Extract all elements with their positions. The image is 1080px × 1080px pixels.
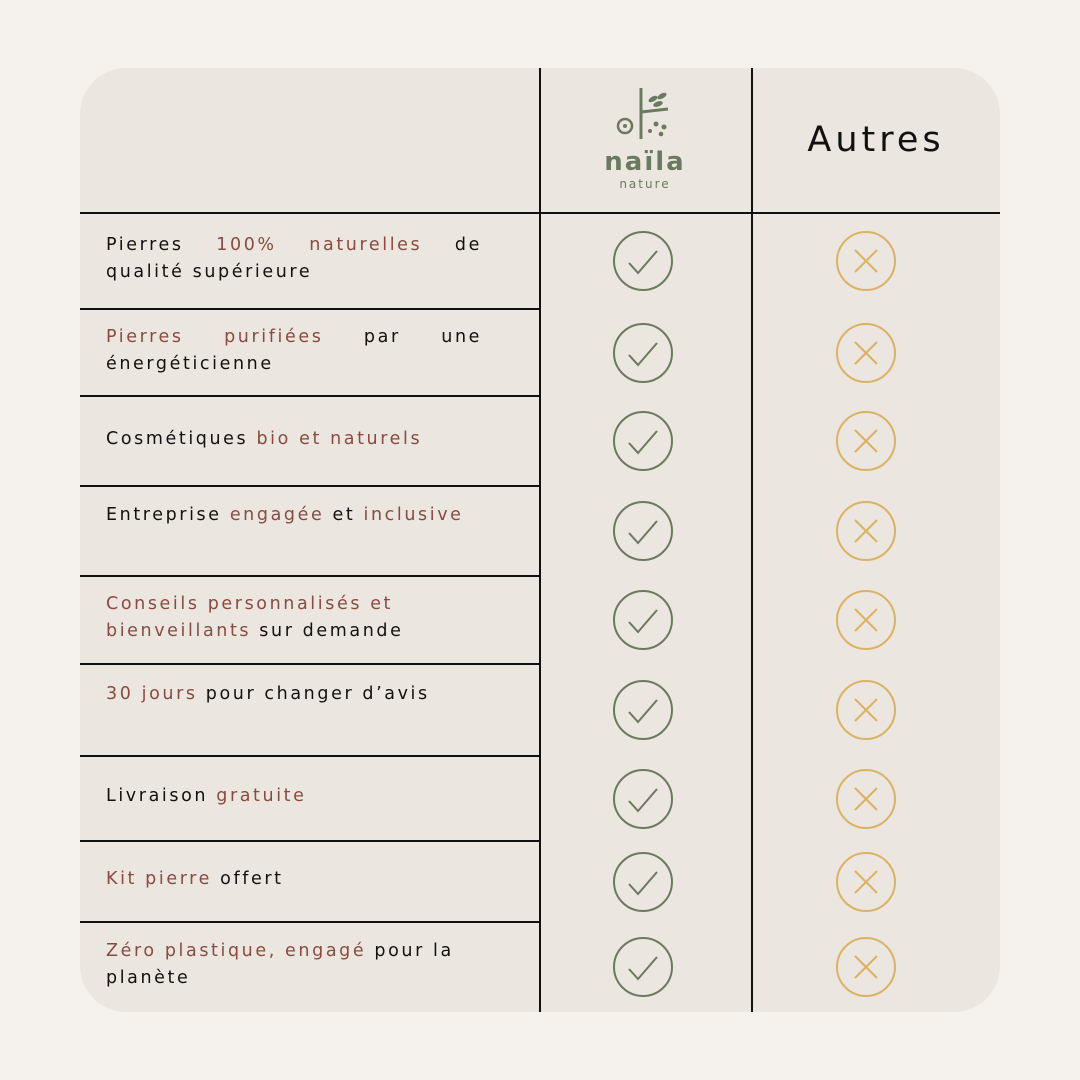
row-divider (80, 575, 540, 577)
check-icon (613, 937, 673, 997)
feature-text: pour changer d’avis (197, 684, 430, 704)
highlighted-text: Zéro plastique, engagé (106, 941, 367, 961)
row-divider (80, 840, 540, 842)
feature-label: Zéro plastique, engagé pour la planète (106, 938, 526, 992)
feature-text: Livraison (106, 786, 217, 806)
cross-icon (836, 590, 896, 650)
others-column-header: Autres (807, 120, 945, 160)
check-icon (613, 768, 673, 829)
highlighted-text: bio et naturels (256, 428, 423, 449)
cross-icon (836, 322, 896, 383)
logo-wordmark: naïla (604, 147, 685, 177)
row-divider (80, 308, 540, 310)
cross-icon (836, 231, 896, 291)
feature-label: Entreprise engagée et inclusive (106, 502, 482, 529)
naila-nature-logo: naïla nature (604, 88, 685, 191)
row-divider (80, 921, 540, 923)
cross-icon (836, 851, 896, 912)
feature-text: Cosmétiques (106, 428, 257, 449)
row-divider (80, 485, 540, 487)
cross-icon (836, 411, 896, 471)
feature-text: pour la planète (106, 941, 454, 988)
feature-text: offert (211, 869, 284, 889)
logo-subtitle: nature (619, 177, 670, 191)
highlighted-text: gratuite (216, 786, 307, 806)
feature-text: Entreprise (106, 505, 230, 525)
row-divider (80, 755, 540, 757)
cross-icon (836, 501, 896, 561)
highlighted-text: Pierres purifiées (106, 326, 324, 347)
feature-label: Kit pierre offert (106, 866, 526, 893)
highlighted-text: Kit pierre (106, 869, 212, 889)
feature-label: Conseils personnalisés et bienveillants … (106, 591, 526, 645)
feature-label: 30 jours pour changer d’avis (106, 681, 482, 708)
feature-text: et (324, 505, 364, 525)
row-divider (80, 395, 540, 397)
feature-text: de qualité supérieure (106, 235, 482, 282)
feature-text: par une énergéticienne (106, 326, 483, 374)
highlighted-text: Conseils personnalisés et bienveillants (106, 594, 394, 641)
row-divider (80, 663, 540, 665)
cross-icon (836, 768, 896, 829)
highlighted-text: engagée (229, 505, 325, 525)
feature-label: Pierres 100% naturelles de qualité supér… (106, 232, 482, 286)
highlighted-text: 30 jours (106, 684, 198, 704)
cross-icon (836, 680, 896, 740)
feature-text: Pierres (106, 235, 217, 255)
cross-icon (836, 937, 896, 997)
check-icon (613, 231, 673, 291)
check-icon (613, 680, 673, 740)
feature-label: Cosmétiques bio et naturels (106, 426, 526, 453)
check-icon (613, 851, 673, 912)
feature-text: sur demande (251, 621, 404, 641)
highlighted-text: inclusive (363, 505, 464, 525)
feature-label: Livraison gratuite (106, 783, 526, 810)
feature-label: Pierres purifiées par une énergéticienne (106, 324, 482, 378)
check-icon (613, 411, 673, 471)
check-icon (613, 590, 673, 650)
column-divider (539, 68, 541, 1012)
check-icon (613, 501, 673, 561)
check-icon (613, 322, 673, 383)
column-divider (751, 68, 753, 1012)
row-divider (80, 212, 1000, 214)
highlighted-text: 100% naturelles (216, 235, 423, 255)
